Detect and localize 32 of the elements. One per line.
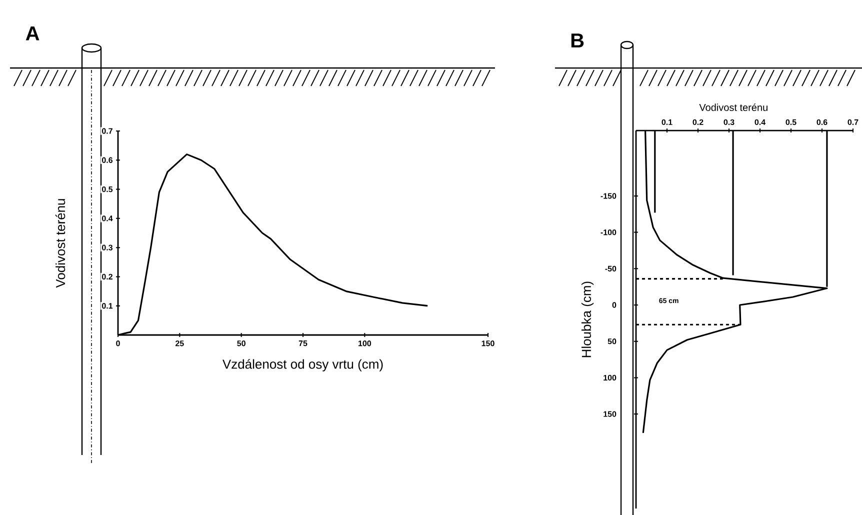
x-axis-title: Vzdálenost od osy vrtu (cm) xyxy=(222,359,383,372)
y-tick-label: 0.6 xyxy=(102,157,113,163)
y-tick-label: -150 xyxy=(600,193,616,199)
y-axis-title: Hloubka (cm) xyxy=(581,282,594,358)
x-tick-label: 50 xyxy=(237,340,246,346)
chart-title: A xyxy=(26,26,40,40)
y-tick-label: 0.2 xyxy=(102,274,112,280)
chart-title: B xyxy=(571,34,584,48)
y-axis-title: Vodivost terénu xyxy=(55,199,66,288)
x-tick-label: 0 xyxy=(116,340,120,346)
x-tick-label: 25 xyxy=(176,340,184,346)
y-tick-label: 0.4 xyxy=(102,216,113,222)
x-tick-label: 0.1 xyxy=(662,119,672,126)
x-tick-label: 150 xyxy=(482,340,494,346)
x-tick-label: 100 xyxy=(358,340,372,346)
y-tick-label: 100 xyxy=(604,374,616,381)
y-tick-label: 150 xyxy=(604,411,616,417)
x-tick-label: 0.3 xyxy=(724,119,734,126)
x-tick-label: 75 xyxy=(298,340,308,346)
x-tick-label: 0.5 xyxy=(786,119,796,126)
x-axis-title: Vodivost terénu xyxy=(699,104,768,112)
y-tick-label: 0.3 xyxy=(102,244,113,250)
y-tick-label: -100 xyxy=(600,229,616,236)
y-tick-label: 0.7 xyxy=(102,128,112,134)
x-tick-label: 0.4 xyxy=(754,119,766,126)
y-tick-label: 0.5 xyxy=(102,186,113,192)
x-tick-label: 0.7 xyxy=(848,119,858,126)
x-tick-label: 0.2 xyxy=(692,119,704,126)
y-tick-label: 0.1 xyxy=(102,303,113,309)
y-tick-label: 0 xyxy=(612,302,616,308)
x-tick-label: 0.6 xyxy=(816,119,828,126)
y-tick-label: -50 xyxy=(605,266,616,272)
